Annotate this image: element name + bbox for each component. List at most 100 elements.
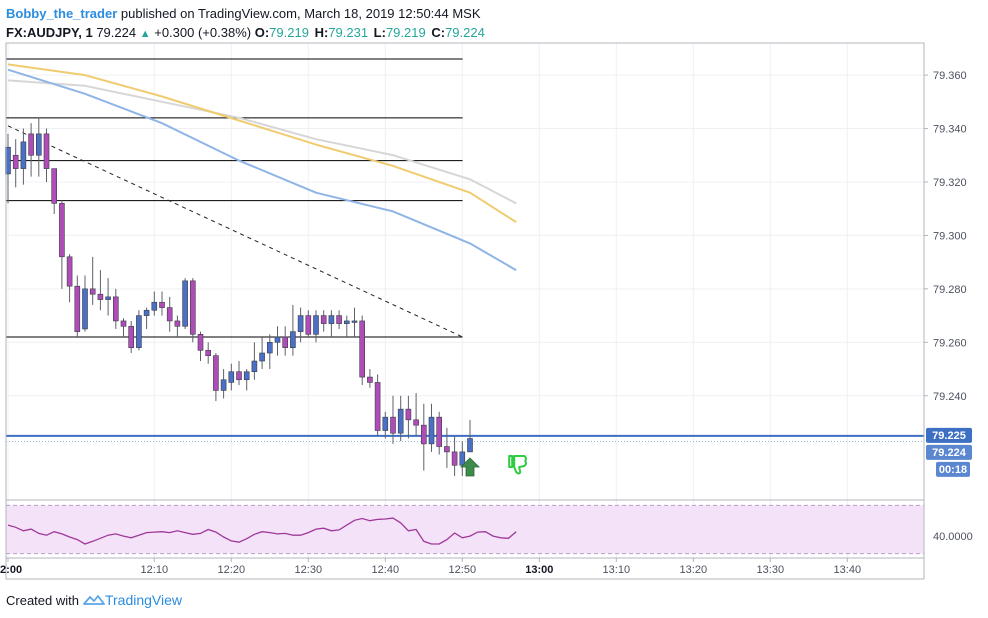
time-tick-label: 12:30 bbox=[295, 564, 323, 576]
candle-body bbox=[143, 309, 150, 316]
candle-body bbox=[228, 371, 235, 383]
rsi-level-label: 40.0000 bbox=[933, 531, 973, 543]
last-price: 79.224 bbox=[96, 25, 137, 40]
candle-body bbox=[320, 315, 327, 324]
candle-body bbox=[82, 288, 88, 330]
candle-body bbox=[166, 307, 173, 322]
candle-body bbox=[28, 133, 34, 156]
moving-averages bbox=[7, 63, 517, 272]
candle-body bbox=[190, 280, 196, 335]
close-value: 79.224 bbox=[445, 25, 485, 40]
candle-body bbox=[390, 416, 396, 434]
moving-average-line bbox=[7, 68, 517, 272]
chart-markers bbox=[460, 455, 527, 477]
candle-body bbox=[120, 320, 127, 327]
open-label: O: bbox=[254, 25, 270, 40]
publish-line: Bobby_the_trader published on TradingVie… bbox=[6, 4, 487, 23]
time-tick-label: 13:30 bbox=[757, 564, 785, 576]
candle-body bbox=[444, 446, 450, 453]
candle-body bbox=[282, 336, 289, 348]
price-tag-label: 79.224 bbox=[932, 447, 967, 459]
candle-body bbox=[343, 320, 350, 324]
candle-body bbox=[182, 280, 188, 327]
candle-body bbox=[397, 408, 404, 434]
time-tick-label: 12:00 bbox=[0, 564, 22, 576]
candle-body bbox=[274, 336, 281, 343]
price-tick-label: 79.300 bbox=[933, 230, 967, 242]
candle-body bbox=[74, 285, 81, 332]
symbol-line: FX:AUDJPY, 1 79.224 ▲ +0.300 (+0.38%) O:… bbox=[6, 23, 487, 42]
candle-body bbox=[305, 315, 312, 335]
candle-body bbox=[205, 350, 211, 356]
candle-body bbox=[105, 296, 111, 300]
candle-body bbox=[367, 376, 373, 383]
candle-body bbox=[136, 315, 142, 348]
symbol-label[interactable]: FX:AUDJPY, 1 bbox=[6, 25, 93, 40]
horizontal-levels[interactable] bbox=[6, 58, 924, 443]
candlestick-series bbox=[5, 117, 473, 476]
price-tick-label: 79.320 bbox=[933, 177, 967, 189]
time-tick-label: 13:40 bbox=[834, 564, 862, 576]
price-tags: 79.225 79.224 00:18 bbox=[926, 427, 972, 477]
candle-body bbox=[220, 379, 227, 391]
time-tick-label: 13:20 bbox=[680, 564, 708, 576]
rsi-band bbox=[6, 505, 924, 554]
tradingview-brand: TradingView bbox=[104, 592, 183, 608]
open-value: 79.219 bbox=[269, 25, 309, 40]
candle-body bbox=[213, 355, 219, 391]
created-with-text: Created with bbox=[6, 592, 79, 608]
time-tick-label: 13:10 bbox=[603, 564, 631, 576]
tradingview-logo-icon bbox=[83, 595, 105, 605]
time-axis[interactable]: 12:00 12:10 12:20 12:30 12:40 12:50 13:00 13:10… bbox=[0, 558, 861, 576]
candle-body bbox=[89, 288, 96, 295]
tradingview-logo[interactable]: TradingView bbox=[83, 592, 182, 608]
candle-body bbox=[459, 451, 466, 466]
price-tag bbox=[936, 461, 970, 477]
trendline-dashed bbox=[7, 125, 463, 338]
candle-body bbox=[451, 451, 458, 466]
thumbs-down-icon bbox=[508, 455, 527, 475]
chart-frame bbox=[5, 42, 925, 580]
price-tick-label: 79.260 bbox=[933, 337, 967, 349]
time-tick-label: 12:40 bbox=[372, 564, 400, 576]
candle-body bbox=[243, 371, 250, 381]
chart-grid bbox=[6, 43, 924, 558]
price-tag-label: 00:18 bbox=[939, 464, 967, 476]
candle-body bbox=[20, 141, 27, 169]
price-axis[interactable]: 79.360 79.340 79.320 79.300 79.280 79.260 79.2… bbox=[924, 70, 973, 543]
candle-body bbox=[35, 133, 42, 156]
candle-body bbox=[43, 133, 50, 169]
rsi-line bbox=[7, 517, 517, 545]
time-tick-label: 13:00 bbox=[525, 564, 553, 576]
candle-body bbox=[313, 315, 319, 335]
moving-average-line bbox=[7, 79, 517, 205]
candle-body bbox=[113, 296, 119, 322]
low-label: L: bbox=[373, 25, 386, 40]
candle-body bbox=[328, 315, 335, 324]
chart-header: Bobby_the_trader published on TradingVie… bbox=[6, 4, 487, 42]
candle-body bbox=[351, 320, 358, 323]
candle-body bbox=[97, 293, 104, 300]
chart-border bbox=[5, 42, 925, 580]
moving-average-line bbox=[7, 63, 517, 223]
price-tag bbox=[926, 427, 972, 443]
candle-body bbox=[59, 203, 65, 258]
candle-body bbox=[128, 325, 134, 348]
candle-body bbox=[197, 334, 204, 351]
candle-body bbox=[405, 408, 412, 421]
price-tag-label: 79.225 bbox=[932, 430, 966, 442]
author-link[interactable]: Bobby_the_trader bbox=[6, 6, 118, 21]
close-label: C: bbox=[431, 25, 446, 40]
price-tick-label: 79.240 bbox=[933, 391, 967, 403]
time-tick-label: 12:50 bbox=[449, 564, 477, 576]
high-value: 79.231 bbox=[328, 25, 369, 40]
low-value: 79.219 bbox=[385, 25, 426, 40]
candle-body bbox=[420, 424, 427, 445]
candle-body bbox=[259, 352, 265, 362]
candle-body bbox=[159, 301, 165, 308]
candle-body bbox=[266, 342, 273, 354]
price-tag bbox=[926, 444, 972, 460]
candle-body bbox=[467, 438, 473, 453]
candle-body bbox=[374, 382, 381, 431]
